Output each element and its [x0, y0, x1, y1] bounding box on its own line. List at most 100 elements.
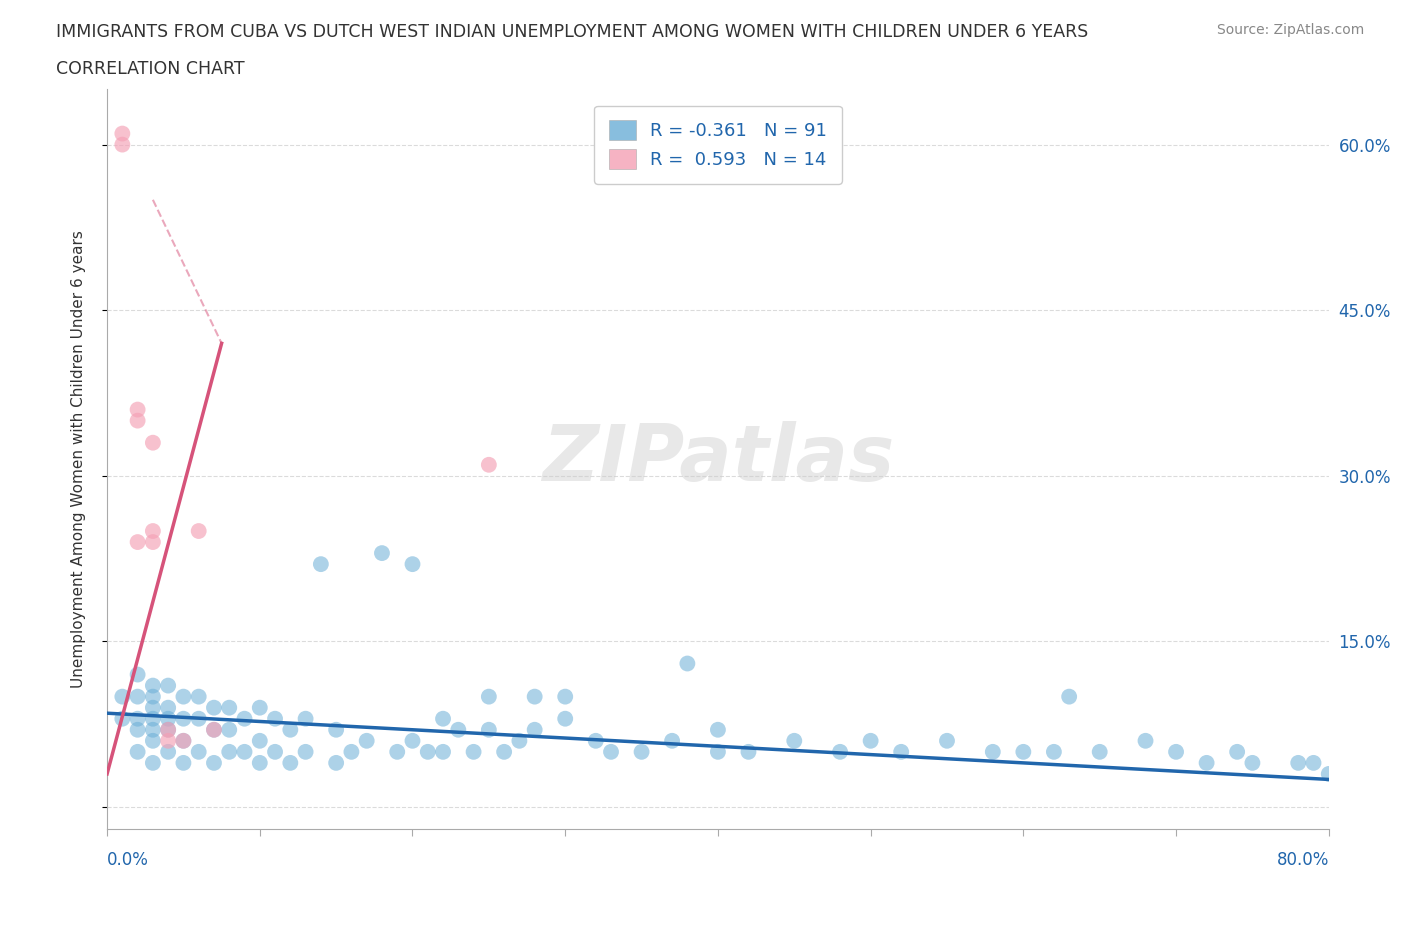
Point [127, 723, 149, 737]
Point [494, 744, 516, 759]
Point [478, 458, 501, 472]
Point [783, 734, 806, 749]
Text: Source: ZipAtlas.com: Source: ZipAtlas.com [1216, 23, 1364, 37]
Point [707, 723, 730, 737]
Point [111, 711, 134, 726]
Point [264, 744, 287, 759]
Point [172, 755, 194, 770]
Point [478, 689, 501, 704]
Point [187, 524, 209, 538]
Point [218, 700, 240, 715]
Text: CORRELATION CHART: CORRELATION CHART [56, 60, 245, 78]
Point [127, 402, 149, 417]
Point [249, 700, 271, 715]
Point [157, 734, 180, 749]
Point [202, 723, 225, 737]
Point [523, 689, 546, 704]
Point [416, 744, 439, 759]
Point [233, 711, 256, 726]
Point [737, 744, 759, 759]
Point [249, 734, 271, 749]
Point [1164, 744, 1187, 759]
Point [1302, 755, 1324, 770]
Point [294, 711, 316, 726]
Point [401, 734, 423, 749]
Point [936, 734, 959, 749]
Point [157, 711, 180, 726]
Point [187, 711, 209, 726]
Point [202, 723, 225, 737]
Point [278, 723, 301, 737]
Point [294, 744, 316, 759]
Point [218, 744, 240, 759]
Point [1088, 744, 1111, 759]
Point [554, 689, 576, 704]
Point [1317, 766, 1340, 781]
Point [187, 744, 209, 759]
Point [142, 755, 165, 770]
Point [1057, 689, 1080, 704]
Point [1286, 755, 1309, 770]
Point [142, 435, 165, 450]
Point [661, 734, 683, 749]
Point [1012, 744, 1035, 759]
Point [127, 711, 149, 726]
Point [630, 744, 652, 759]
Point [142, 723, 165, 737]
Point [309, 557, 332, 572]
Point [111, 137, 134, 152]
Point [172, 689, 194, 704]
Text: 0.0%: 0.0% [107, 851, 149, 870]
Text: ZIPatlas: ZIPatlas [541, 421, 894, 498]
Point [1226, 744, 1249, 759]
Point [142, 524, 165, 538]
Text: IMMIGRANTS FROM CUBA VS DUTCH WEST INDIAN UNEMPLOYMENT AMONG WOMEN WITH CHILDREN: IMMIGRANTS FROM CUBA VS DUTCH WEST INDIA… [56, 23, 1088, 41]
Point [981, 744, 1004, 759]
Point [340, 744, 363, 759]
Point [127, 744, 149, 759]
Point [387, 744, 409, 759]
Point [1241, 755, 1264, 770]
Point [127, 689, 149, 704]
Point [172, 711, 194, 726]
Point [157, 723, 180, 737]
Point [401, 557, 423, 572]
Point [371, 546, 394, 561]
Point [432, 744, 454, 759]
Point [157, 700, 180, 715]
Point [157, 723, 180, 737]
Point [127, 667, 149, 682]
Point [707, 744, 730, 759]
Point [523, 723, 546, 737]
Point [157, 678, 180, 693]
Point [890, 744, 912, 759]
Point [111, 689, 134, 704]
Point [325, 755, 347, 770]
Point [142, 535, 165, 550]
Point [111, 126, 134, 141]
Point [325, 723, 347, 737]
Point [585, 734, 607, 749]
Point [463, 744, 485, 759]
Point [859, 734, 882, 749]
Point [600, 744, 623, 759]
Point [202, 700, 225, 715]
Point [127, 413, 149, 428]
Point [356, 734, 378, 749]
Point [142, 711, 165, 726]
Point [830, 744, 852, 759]
Point [1043, 744, 1066, 759]
Legend: R = -0.361   N = 91, R =  0.593   N = 14: R = -0.361 N = 91, R = 0.593 N = 14 [595, 106, 842, 183]
Point [432, 711, 454, 726]
Point [676, 656, 699, 671]
Point [202, 755, 225, 770]
Point [218, 723, 240, 737]
Point [554, 711, 576, 726]
Point [249, 755, 271, 770]
Point [478, 723, 501, 737]
Point [142, 678, 165, 693]
Point [142, 734, 165, 749]
Point [127, 535, 149, 550]
Point [447, 723, 470, 737]
Point [233, 744, 256, 759]
